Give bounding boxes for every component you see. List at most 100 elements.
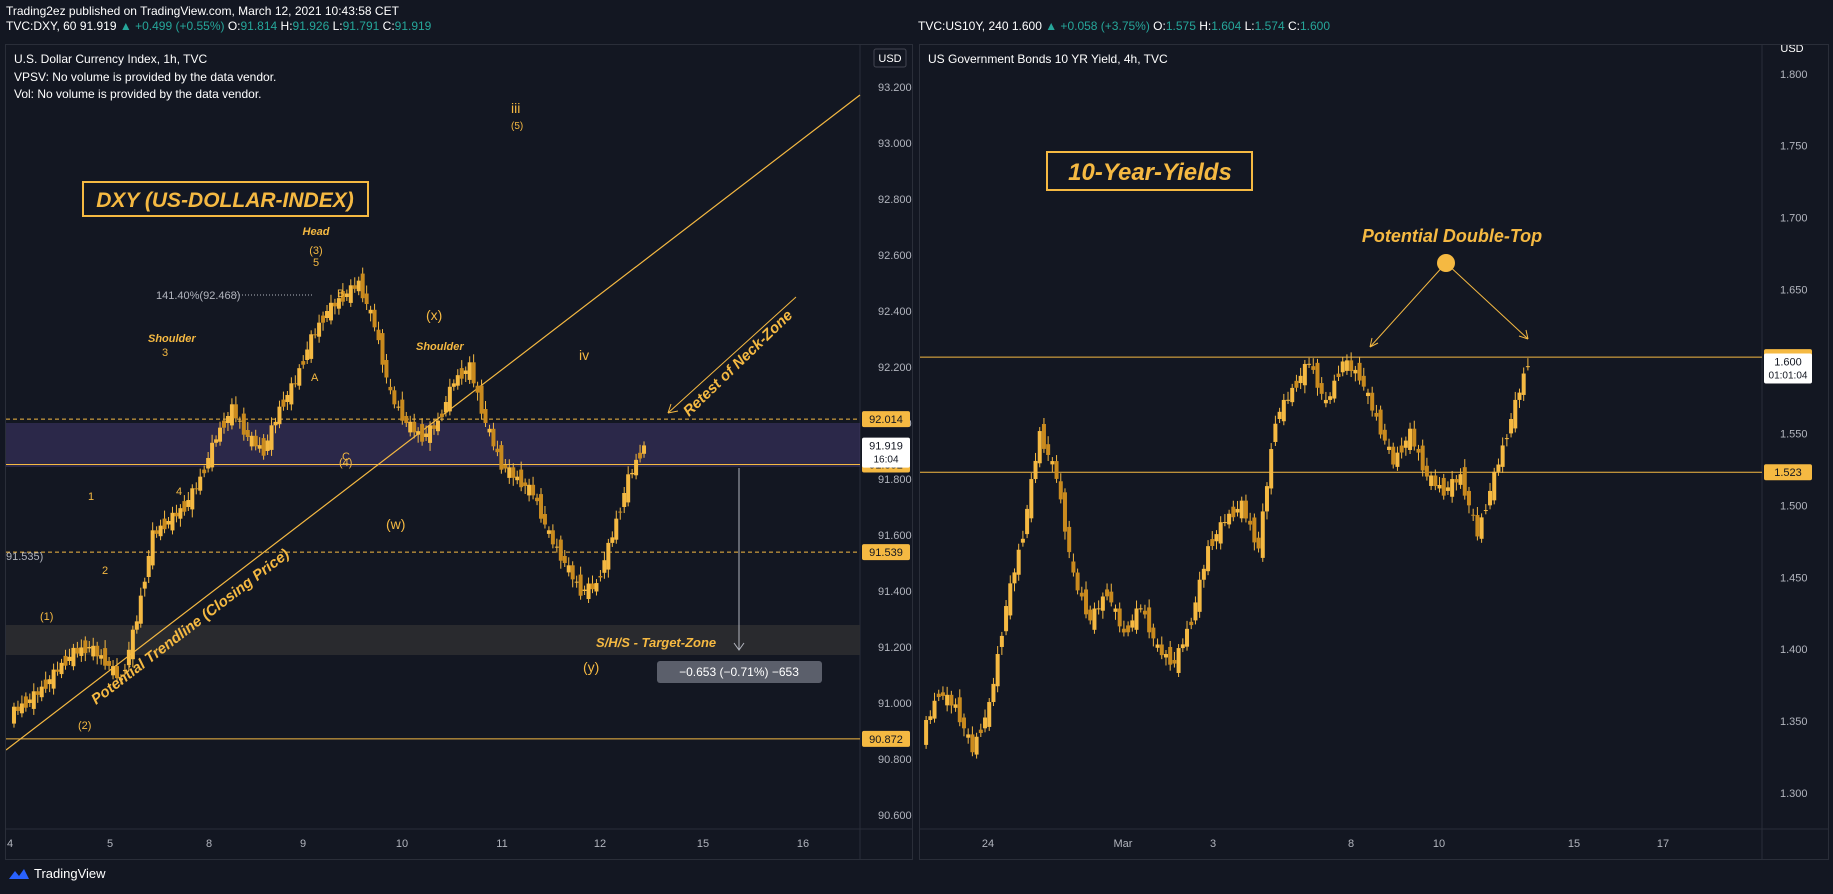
dxy-candle-body <box>233 404 238 419</box>
dxy-candle-body <box>317 322 322 337</box>
dxy-candle-body <box>459 368 464 379</box>
us10y-chart-panel[interactable]: US Government Bonds 10 YR Yield, 4h, TVC… <box>919 43 1829 860</box>
dxy-x-tick: 10 <box>396 838 408 850</box>
dxy-x-tick: 16 <box>797 838 809 850</box>
us10y-big-label: 10-Year-Yields <box>1068 159 1232 186</box>
us10y-y-tick: 1.400 <box>1780 644 1808 656</box>
dxy-currency: USD <box>878 53 901 65</box>
dxy-price-badge <box>862 730 910 747</box>
us10y-candle-body <box>1488 490 1493 506</box>
us10y-candle-body <box>1151 627 1156 639</box>
dxy-candle-body <box>91 645 96 657</box>
dxy-candle-body <box>594 583 599 592</box>
dxy-candle-body <box>483 409 488 423</box>
us10y-candle-body <box>1189 621 1194 626</box>
head-wave-label: (3) <box>309 245 322 257</box>
us10y-candle-body <box>1466 490 1471 506</box>
dxy-candle-body <box>523 482 528 486</box>
dxy-price-badge <box>862 411 910 428</box>
us10y-chart[interactable]: US Government Bonds 10 YR Yield, 4h, TVC… <box>920 43 1828 859</box>
tradingview-footer[interactable]: TradingView <box>8 866 106 881</box>
dxy-last-price-badge <box>862 437 910 468</box>
dxy-candle-body <box>412 421 417 433</box>
dxy-candle-body <box>134 621 139 630</box>
dxy-y-tick: 93.000 <box>878 138 912 150</box>
dxy-candle-body <box>297 368 302 386</box>
dxy-candle-body <box>47 679 52 685</box>
dxy-candle-body <box>340 291 345 302</box>
dxy-candle-body <box>499 445 504 470</box>
us10y-candle-body <box>1509 419 1514 434</box>
us10y-candle-body <box>1193 602 1198 621</box>
dxy-close: 91.919 <box>394 19 432 33</box>
us10y-l-label: L: <box>1244 19 1255 33</box>
us10y-price-badge <box>1764 464 1812 481</box>
dxy-candle-body <box>261 438 266 456</box>
dxy-candle-body <box>348 285 353 303</box>
us10y-candle-body <box>1382 429 1387 441</box>
dxy-retest-arrow <box>667 296 797 414</box>
dxy-candle-body <box>241 413 246 435</box>
dxy-candle-body <box>590 583 595 590</box>
us10y-candle-body <box>953 704 958 708</box>
dxy-candle-body <box>420 424 425 442</box>
us10y-candle-body <box>928 716 933 721</box>
double-top-label: Potential Double-Top <box>1362 226 1542 246</box>
dxy-countdown-label: 16:04 <box>873 455 898 466</box>
dxy-candle-body <box>142 581 147 589</box>
us10y-candle-body <box>1298 375 1303 384</box>
dxy-candle-body <box>622 493 627 507</box>
dxy-y-tick: 90.600 <box>878 810 912 822</box>
dxy-candle-body <box>634 459 639 476</box>
dxy-candle-body <box>221 420 226 428</box>
us10y-candle-body <box>1088 609 1093 621</box>
us10y-candle-body <box>1037 431 1042 464</box>
target-zone-label: S/H/S - Target-Zone <box>596 635 716 650</box>
dxy-candle-body <box>606 542 611 570</box>
dxy-y-tick: 93.200 <box>878 82 912 94</box>
us10y-candle-body <box>1521 373 1526 395</box>
us10y-candle-body <box>1121 628 1126 633</box>
us10y-candle-body <box>1260 511 1265 558</box>
dxy-candle-body <box>388 386 393 391</box>
dxy-chart[interactable]: −0.653 (−0.71%) −653 U.S. Dollar Currenc… <box>5 45 912 859</box>
us10y-currency: USD <box>1780 45 1803 55</box>
dxy-candle-body <box>360 273 365 299</box>
us10y-candle-body <box>1168 646 1173 665</box>
dxy-x-axis: 4 5 8 9 10 11 12 15 16 <box>7 838 809 850</box>
us10y-candle-body <box>1126 625 1131 633</box>
us10y-candle-body <box>1458 474 1463 485</box>
dxy-candle-body <box>182 501 187 512</box>
us10y-y-tick: 1.750 <box>1780 141 1808 153</box>
dxy-candle-body <box>190 488 195 510</box>
dxy-candle-body <box>416 431 421 435</box>
dxy-title: U.S. Dollar Currency Index, 1h, TVC <box>14 52 208 66</box>
dxy-candle-body <box>392 390 397 405</box>
head-sub-label: 5 <box>313 257 319 269</box>
dxy-price-badge <box>862 544 910 561</box>
dxy-o-label: O: <box>227 19 241 33</box>
wave-iv-label: iv <box>579 347 589 363</box>
dxy-candle-body <box>550 530 555 545</box>
dxy-candle-body <box>257 445 262 449</box>
dxy-chart-panel[interactable]: −0.653 (−0.71%) −653 U.S. Dollar Currenc… <box>5 44 913 860</box>
dxy-candle-body <box>447 386 452 412</box>
us10y-y-axis: 1.8001.7501.7001.6501.6001.5501.5001.450… <box>1780 69 1808 800</box>
us10y-candle-body <box>1041 423 1046 449</box>
dxy-candle-body <box>35 691 40 695</box>
dxy-candle-body <box>79 647 84 656</box>
us10y-candle-body <box>1117 608 1122 627</box>
dxy-candle-body <box>43 679 48 689</box>
dxy-y-tick: 92.200 <box>878 362 912 374</box>
us10y-candle-body <box>1307 363 1312 365</box>
us10y-candle-body <box>1387 446 1392 451</box>
dxy-trendline[interactable] <box>5 94 861 751</box>
dxy-candle-body <box>194 488 199 490</box>
dxy-candle-body <box>487 428 492 433</box>
us10y-title: US Government Bonds 10 YR Yield, 4h, TVC <box>928 52 1168 66</box>
wave-2-label: 2 <box>102 565 108 577</box>
us10y-candle-body <box>1302 363 1307 386</box>
us10y-candle-body <box>1357 362 1362 381</box>
us10y-candle-body <box>1079 592 1084 597</box>
dxy-candle-body <box>372 309 377 328</box>
